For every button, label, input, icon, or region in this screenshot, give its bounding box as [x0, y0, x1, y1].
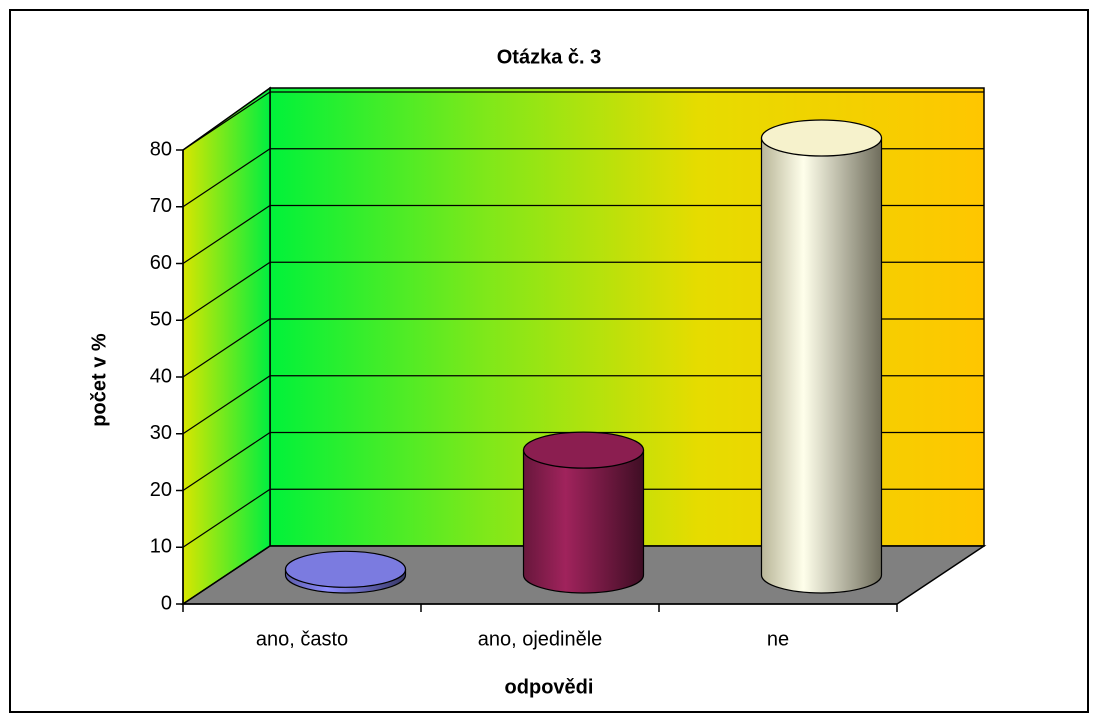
grid-line [182, 488, 271, 548]
grid-line [182, 261, 271, 321]
grid-line [182, 318, 271, 378]
y-tick-label: 0 [161, 592, 172, 614]
grid-line [182, 545, 271, 605]
grid-line [182, 205, 271, 264]
bar-top [284, 550, 407, 588]
y-tick-label: 60 [150, 252, 172, 274]
bar-body [760, 137, 883, 594]
y-tick-label: 30 [150, 422, 172, 444]
y-tick-label: 40 [150, 365, 172, 387]
bar [522, 431, 645, 594]
grid-line [182, 375, 271, 435]
bar-body [522, 449, 645, 594]
bar-top [522, 431, 645, 469]
y-tick-label: 20 [150, 479, 172, 501]
y-axis-label: počet v % [88, 333, 110, 427]
grid-line [182, 432, 271, 491]
x-tick-label: ano, ojediněle [478, 628, 603, 650]
grid-line [182, 91, 271, 151]
y-tick-label: 10 [150, 536, 172, 558]
x-tick-label: ne [767, 628, 789, 650]
grid-line [182, 148, 271, 208]
x-axis-label: odpovědi [505, 676, 594, 698]
bar [284, 550, 407, 594]
chart-title: Otázka č. 3 [497, 46, 602, 68]
y-tick-label: 80 [150, 138, 172, 160]
side-wall [182, 86, 271, 606]
y-tick-label: 50 [150, 309, 172, 331]
bar-top [760, 119, 883, 157]
y-tick-label: 70 [150, 195, 172, 217]
x-tick-label: ano, často [256, 628, 348, 650]
bar [760, 119, 883, 594]
